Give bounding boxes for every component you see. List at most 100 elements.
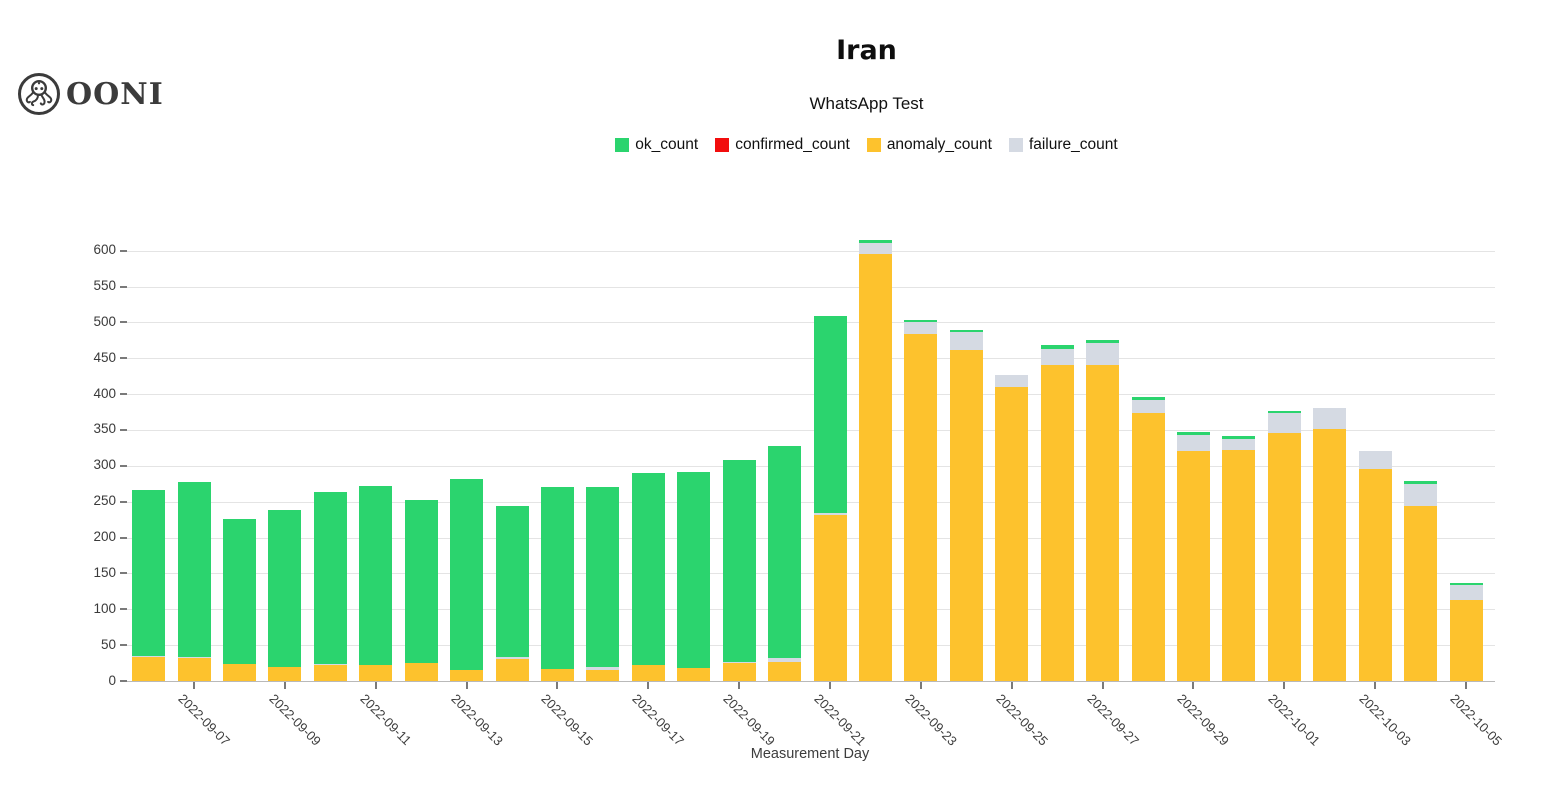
chart-title: Iran: [836, 35, 897, 66]
bar-segment-ok_count[interactable]: [586, 486, 620, 668]
bar-segment-anomaly_count[interactable]: [1267, 432, 1301, 681]
bar-segment-anomaly_count[interactable]: [1449, 599, 1483, 681]
bar-segment-ok_count[interactable]: [222, 518, 256, 664]
bar-segment-ok_count[interactable]: [1086, 340, 1120, 344]
y-axis-tick: [120, 357, 127, 360]
bar-segment-ok_count[interactable]: [1176, 432, 1210, 435]
bar-segment-failure_count[interactable]: [132, 655, 166, 657]
bar-segment-failure_count[interactable]: [313, 663, 347, 665]
bar-segment-failure_count[interactable]: [858, 242, 892, 254]
legend-item-failure_count[interactable]: failure_count: [1008, 136, 1118, 154]
ooni-logo[interactable]: OONI: [17, 72, 164, 116]
bar-segment-anomaly_count[interactable]: [177, 658, 211, 681]
bar-segment-ok_count[interactable]: [722, 460, 756, 663]
bar-segment-failure_count[interactable]: [1040, 348, 1074, 365]
legend-item-confirmed_count[interactable]: confirmed_count: [715, 136, 850, 154]
bar-segment-failure_count[interactable]: [177, 657, 211, 659]
gridline-y-550: [127, 286, 1495, 288]
bar-segment-failure_count[interactable]: [768, 658, 802, 662]
y-axis-tick: [120, 644, 127, 647]
y-axis-tick: [120, 680, 127, 682]
bar-segment-anomaly_count[interactable]: [359, 665, 393, 681]
bar-segment-anomaly_count[interactable]: [222, 663, 256, 681]
bar-segment-failure_count[interactable]: [586, 667, 620, 670]
bar-segment-failure_count[interactable]: [1404, 484, 1438, 506]
bar-segment-anomaly_count[interactable]: [949, 349, 983, 681]
bar-segment-failure_count[interactable]: [1086, 343, 1120, 365]
bar-segment-anomaly_count[interactable]: [268, 667, 302, 681]
bar-segment-anomaly_count[interactable]: [768, 661, 802, 681]
bar-segment-ok_count[interactable]: [1040, 345, 1074, 349]
bar-segment-anomaly_count[interactable]: [404, 663, 438, 681]
bar-segment-ok_count[interactable]: [313, 492, 347, 664]
bar-segment-anomaly_count[interactable]: [540, 668, 574, 681]
bar-segment-failure_count[interactable]: [495, 657, 529, 659]
bar-segment-anomaly_count[interactable]: [586, 669, 620, 681]
bar-segment-ok_count[interactable]: [813, 315, 847, 514]
bar-segment-anomaly_count[interactable]: [1313, 429, 1347, 681]
bar-segment-anomaly_count[interactable]: [722, 663, 756, 681]
bar-segment-anomaly_count[interactable]: [495, 658, 529, 681]
y-axis-tick: [120, 249, 127, 252]
y-axis-tick: [120, 428, 127, 431]
bar-segment-failure_count[interactable]: [995, 374, 1029, 387]
bar-segment-failure_count[interactable]: [904, 322, 938, 334]
bar-segment-anomaly_count[interactable]: [1404, 506, 1438, 681]
bar-segment-ok_count[interactable]: [268, 510, 302, 668]
bar-segment-anomaly_count[interactable]: [1176, 451, 1210, 681]
bar-segment-ok_count[interactable]: [177, 482, 211, 658]
bar-segment-ok_count[interactable]: [1222, 436, 1256, 439]
bar-segment-ok_count[interactable]: [132, 489, 166, 656]
bar-segment-failure_count[interactable]: [1313, 408, 1347, 430]
bar-segment-ok_count[interactable]: [495, 506, 529, 658]
legend-item-ok_count[interactable]: ok_count: [615, 136, 698, 154]
bar-segment-failure_count[interactable]: [1176, 435, 1210, 452]
bar-segment-ok_count[interactable]: [450, 479, 484, 670]
bar-segment-ok_count[interactable]: [359, 485, 393, 666]
legend-swatch-confirmed_count: [715, 138, 730, 152]
bar-segment-anomaly_count[interactable]: [677, 668, 711, 681]
bar-segment-ok_count[interactable]: [1131, 396, 1165, 400]
bar-segment-failure_count[interactable]: [813, 513, 847, 515]
bar-segment-failure_count[interactable]: [1267, 413, 1301, 433]
bar-segment-ok_count[interactable]: [677, 471, 711, 669]
gridline-y-400: [127, 394, 1495, 396]
ooni-octopus-icon: [17, 72, 61, 116]
bar-segment-ok_count[interactable]: [404, 500, 438, 664]
bar-segment-anomaly_count[interactable]: [1086, 364, 1120, 681]
bar-segment-anomaly_count[interactable]: [995, 386, 1029, 681]
bar-segment-failure_count[interactable]: [1131, 399, 1165, 413]
bar-segment-anomaly_count[interactable]: [858, 253, 892, 681]
bar-segment-anomaly_count[interactable]: [1222, 450, 1256, 681]
y-axis-tick: [120, 572, 127, 575]
bar-segment-anomaly_count[interactable]: [1040, 364, 1074, 681]
bar-segment-ok_count[interactable]: [1449, 583, 1483, 585]
bar-segment-ok_count[interactable]: [858, 239, 892, 243]
bar-segment-anomaly_count[interactable]: [1131, 412, 1165, 681]
bar-segment-ok_count[interactable]: [1267, 410, 1301, 414]
ooni-logo-text: OONI: [66, 76, 164, 112]
bar-segment-anomaly_count[interactable]: [132, 656, 166, 681]
bar-segment-ok_count[interactable]: [631, 473, 665, 666]
bar-segment-ok_count[interactable]: [904, 319, 938, 323]
bar-segment-ok_count[interactable]: [768, 446, 802, 659]
bar-segment-anomaly_count[interactable]: [450, 669, 484, 681]
bar-segment-failure_count[interactable]: [1222, 438, 1256, 451]
bar-segment-anomaly_count[interactable]: [813, 514, 847, 681]
legend-item-anomaly_count[interactable]: anomaly_count: [866, 136, 992, 154]
x-axis-tick-label: 2022-09-15: [538, 691, 597, 749]
bar-segment-failure_count[interactable]: [722, 662, 756, 664]
bar-segment-failure_count[interactable]: [949, 332, 983, 350]
bar-segment-failure_count[interactable]: [1449, 584, 1483, 600]
bar-segment-anomaly_count[interactable]: [1358, 469, 1392, 681]
bar-segment-ok_count[interactable]: [949, 330, 983, 333]
bar-segment-failure_count[interactable]: [1358, 451, 1392, 470]
gridline-y-100: [127, 609, 1495, 611]
bar-segment-anomaly_count[interactable]: [631, 665, 665, 681]
bar-segment-ok_count[interactable]: [540, 487, 574, 669]
y-axis-tick: [120, 464, 127, 467]
bar-segment-ok_count[interactable]: [1404, 480, 1438, 485]
gridline-y-200: [127, 537, 1495, 539]
bar-segment-anomaly_count[interactable]: [313, 664, 347, 681]
bar-segment-anomaly_count[interactable]: [904, 333, 938, 681]
